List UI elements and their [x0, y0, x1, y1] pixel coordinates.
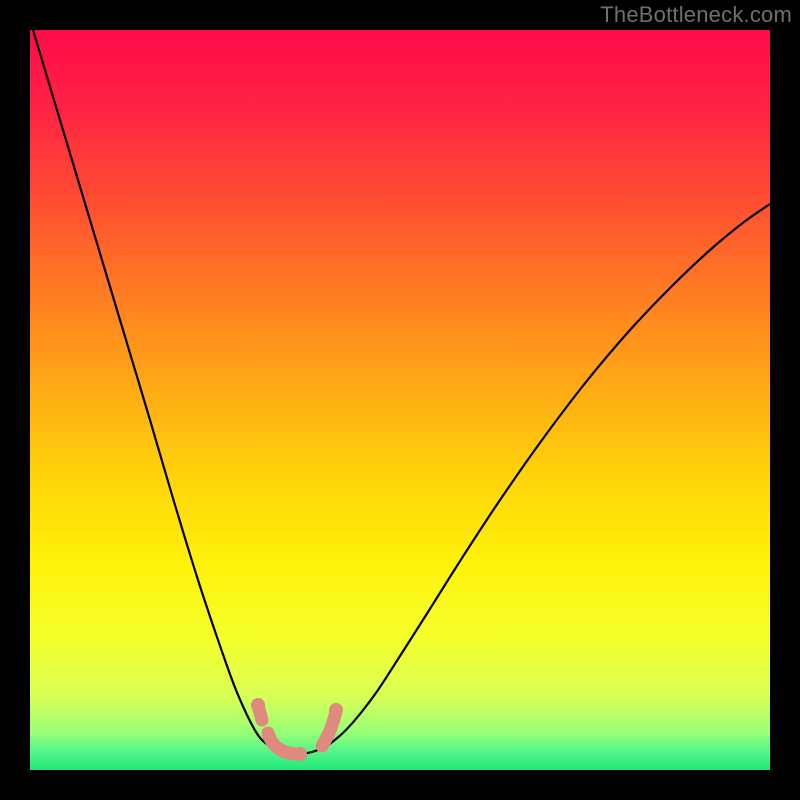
chart-svg — [0, 0, 800, 800]
marker-dot — [293, 747, 307, 761]
chart-stage: TheBottleneck.com — [0, 0, 800, 800]
marker-dot — [251, 698, 265, 712]
marker-dot — [329, 703, 343, 717]
watermark-text: TheBottleneck.com — [600, 2, 792, 28]
plot-background — [30, 30, 770, 770]
